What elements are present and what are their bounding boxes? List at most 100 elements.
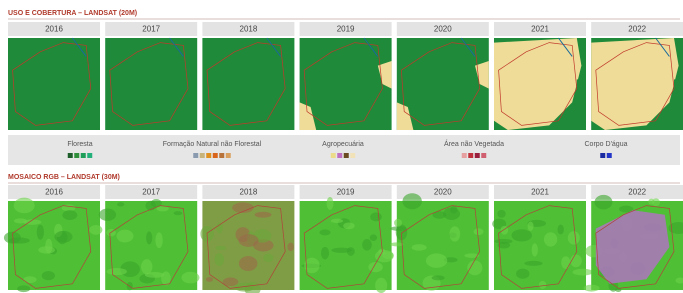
- texture: [432, 275, 445, 280]
- texture: [38, 246, 55, 253]
- legend-swatch: [81, 153, 86, 158]
- texture: [382, 251, 393, 259]
- texture: [215, 246, 226, 250]
- texture: [568, 231, 580, 244]
- texture: [141, 259, 152, 274]
- texture: [557, 224, 563, 234]
- year-label: 2016: [45, 25, 63, 34]
- texture: [511, 229, 531, 241]
- texture: [327, 197, 334, 210]
- year-label: 2022: [628, 188, 646, 197]
- texture: [412, 244, 427, 251]
- texture: [370, 234, 377, 241]
- texture: [394, 219, 402, 227]
- legend-label: Floresta: [67, 141, 92, 148]
- texture: [117, 230, 134, 243]
- texture: [467, 260, 482, 275]
- texture: [321, 247, 329, 260]
- texture: [449, 226, 460, 241]
- texture: [89, 225, 102, 235]
- texture: [572, 269, 593, 276]
- legend-box: [8, 135, 680, 165]
- legend-swatch: [206, 153, 211, 158]
- texture: [145, 201, 155, 211]
- legend-swatch: [87, 153, 92, 158]
- texture: [524, 261, 542, 266]
- texture: [362, 239, 372, 251]
- texture: [17, 285, 30, 292]
- year-label: 2020: [434, 188, 452, 197]
- texture: [42, 271, 55, 280]
- texture: [501, 226, 509, 235]
- legend-swatch: [468, 153, 473, 158]
- texture: [464, 253, 479, 258]
- year-label: 2022: [628, 25, 646, 34]
- year-label: 2019: [337, 188, 355, 197]
- legend-swatch: [475, 153, 480, 158]
- legend-swatch: [600, 153, 605, 158]
- legend-swatch: [193, 153, 198, 158]
- legend-swatch: [481, 153, 486, 158]
- texture: [181, 272, 199, 284]
- page: USO E COBERTURA – LANDSAT (20M) MOSAICO …: [0, 0, 683, 293]
- legend-swatch: [344, 153, 349, 158]
- texture: [107, 268, 127, 275]
- texture: [216, 222, 222, 233]
- texture: [370, 212, 382, 221]
- legend-swatch: [200, 153, 205, 158]
- texture: [174, 211, 183, 215]
- year-label: 2017: [142, 188, 160, 197]
- legend-swatch: [462, 153, 467, 158]
- texture: [331, 219, 343, 223]
- section-title: MOSAICO RGB – LANDSAT (30M): [8, 174, 120, 181]
- texture: [497, 210, 505, 218]
- legend-swatch: [607, 153, 612, 158]
- year-label: 2021: [531, 188, 549, 197]
- year-label: 2018: [240, 188, 258, 197]
- legend-swatch: [68, 153, 73, 158]
- texture: [474, 228, 484, 235]
- year-label: 2021: [531, 25, 549, 34]
- texture: [319, 229, 330, 235]
- legend-swatch: [74, 153, 79, 158]
- legend-label: Corpo D'água: [585, 141, 628, 148]
- texture: [426, 253, 447, 267]
- texture: [402, 193, 421, 209]
- texture: [155, 232, 162, 248]
- texture: [390, 242, 403, 246]
- texture: [532, 243, 538, 256]
- texture: [62, 210, 77, 220]
- year-label: 2017: [142, 25, 160, 34]
- texture: [347, 247, 355, 256]
- legend-swatch: [219, 153, 224, 158]
- texture: [206, 277, 213, 282]
- texture: [214, 253, 224, 266]
- year-label: 2020: [434, 25, 452, 34]
- section-title: USO E COBERTURA – LANDSAT (20M): [8, 10, 137, 17]
- texture: [516, 269, 529, 279]
- texture: [391, 226, 407, 231]
- texture: [23, 276, 37, 283]
- texture: [287, 242, 294, 251]
- texture: [528, 222, 534, 231]
- legend-swatch: [350, 153, 355, 158]
- legend-label: Agropecuária: [322, 141, 364, 148]
- texture: [544, 232, 557, 246]
- texture: [652, 198, 660, 206]
- forest-strip: [577, 79, 586, 130]
- texture: [375, 278, 387, 293]
- texture: [263, 254, 273, 262]
- year-label: 2016: [45, 188, 63, 197]
- texture: [595, 195, 613, 209]
- texture: [343, 222, 355, 229]
- texture: [239, 234, 259, 247]
- legend-swatch: [331, 153, 336, 158]
- texture: [14, 198, 35, 214]
- texture: [239, 256, 258, 271]
- texture: [99, 209, 116, 221]
- year-label: 2018: [240, 25, 258, 34]
- texture: [37, 225, 44, 240]
- texture: [539, 281, 546, 289]
- texture: [117, 202, 124, 206]
- texture: [494, 239, 512, 244]
